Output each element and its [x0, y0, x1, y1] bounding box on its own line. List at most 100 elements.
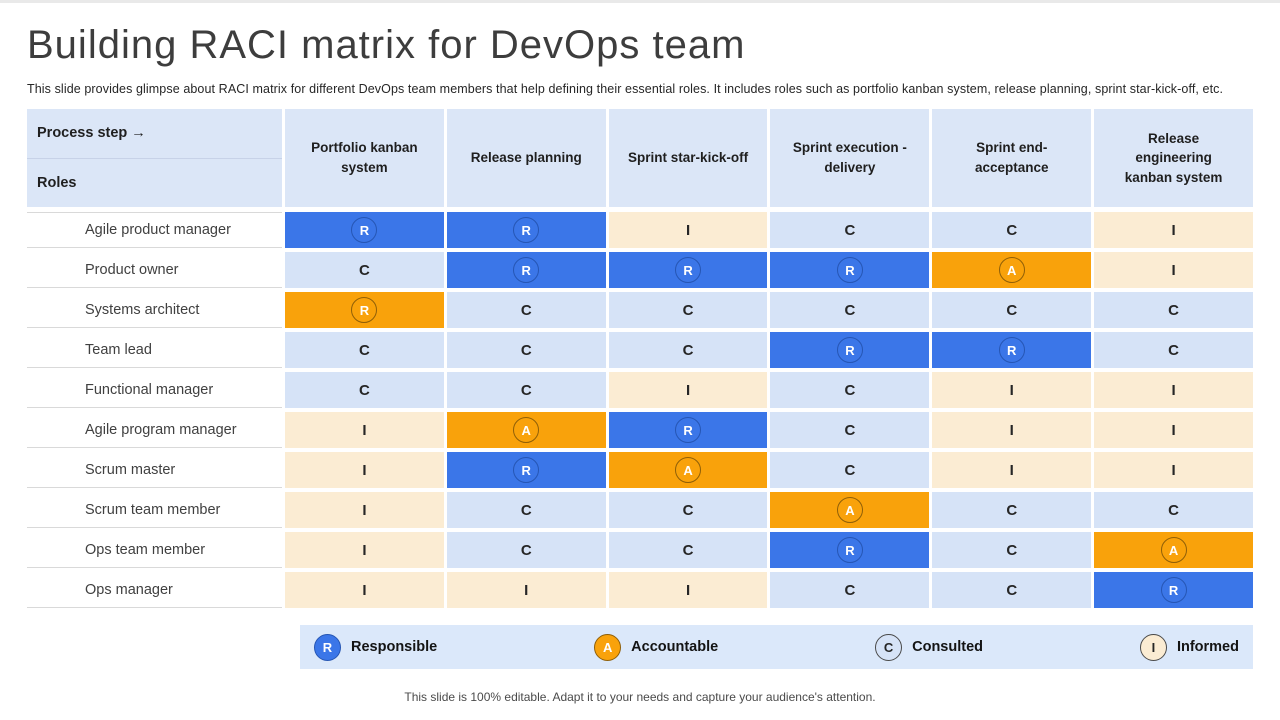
raci-cell: I [285, 572, 444, 608]
table-row: Scrum team member I C C A C C [27, 492, 1253, 528]
raci-cell: I [1094, 372, 1253, 408]
raci-cell: A [1094, 532, 1253, 568]
raci-cell: C [446, 492, 606, 528]
legend-item: R Responsible [314, 633, 438, 661]
role-cell: Ops team member [27, 532, 282, 568]
raci-cell: I [608, 372, 768, 408]
column-header: Sprint execution - delivery [770, 109, 930, 207]
process-step-label: Process step → [27, 109, 282, 159]
column-header: Sprint star-kick-off [608, 109, 768, 207]
raci-cell: R [770, 252, 930, 288]
raci-cell: C [770, 412, 930, 448]
legend-letter-badge: A [594, 633, 622, 661]
raci-cell: I [1094, 452, 1253, 488]
raci-cell: A [608, 452, 768, 488]
legend-label: Responsible [351, 639, 438, 655]
raci-cell: C [770, 452, 930, 488]
role-cell: Agile program manager [27, 412, 282, 448]
table-body: Agile product manager R R I C C I Produc… [27, 212, 1253, 608]
raci-cell: C [608, 292, 768, 328]
legend-letter-badge: R [314, 633, 341, 661]
roles-label: Roles [37, 174, 77, 191]
role-cell: Scrum master [27, 452, 282, 488]
raci-cell: I [285, 492, 444, 528]
table-row: Team lead C C C R R C [27, 332, 1253, 368]
role-cell: Functional manager [27, 372, 282, 408]
raci-cell: I [1094, 412, 1253, 448]
table-row: Ops manager I I I C C R [27, 572, 1253, 608]
raci-cell: I [446, 572, 606, 608]
raci-letter-badge: R [998, 337, 1025, 363]
table-row: Product owner C R R R A I [27, 252, 1253, 288]
legend-label: Informed [1176, 639, 1239, 655]
raci-cell: C [608, 532, 768, 568]
legend-letter-badge: C [875, 633, 903, 661]
raci-cell: A [446, 412, 606, 448]
raci-cell: C [285, 372, 444, 408]
raci-cell: C [608, 332, 768, 368]
raci-cell: C [770, 372, 930, 408]
column-header: Release planning [446, 109, 606, 207]
raci-cell: C [285, 252, 444, 288]
legend-letter-badge: I [1139, 633, 1167, 661]
raci-cell: R [446, 212, 606, 248]
role-cell: Scrum team member [27, 492, 282, 528]
raci-cell: C [1094, 332, 1253, 368]
slide-subtitle: This slide provides glimpse about RACI m… [27, 82, 1224, 96]
raci-cell: A [770, 492, 930, 528]
raci-cell: C [932, 292, 1092, 328]
raci-letter-badge: A [675, 457, 702, 483]
role-cell: Ops manager [27, 572, 282, 608]
raci-letter-badge: R [513, 257, 540, 283]
raci-letter-badge: A [836, 497, 863, 523]
column-header: Sprint end-acceptance [932, 109, 1092, 207]
raci-cell: C [932, 212, 1092, 248]
raci-cell: R [608, 252, 768, 288]
footer-note: This slide is 100% editable. Adapt it to… [404, 690, 876, 704]
raci-cell: R [446, 452, 606, 488]
raci-letter-badge: R [513, 457, 540, 483]
raci-cell: I [608, 572, 768, 608]
legend-item: C Consulted [875, 633, 983, 661]
raci-cell: I [285, 532, 444, 568]
raci-letter-badge: R [675, 417, 702, 443]
raci-cell: R [608, 412, 768, 448]
table-header-row: Process step → Roles Portfolio kanban sy… [27, 109, 1253, 207]
raci-cell: C [446, 372, 606, 408]
raci-cell: R [285, 212, 444, 248]
raci-cell: C [770, 292, 930, 328]
raci-letter-badge: R [836, 257, 863, 283]
raci-cell: C [770, 212, 930, 248]
raci-cell: I [1094, 252, 1253, 288]
table-row: Ops team member I C C R C A [27, 532, 1253, 568]
raci-cell: R [285, 292, 444, 328]
slide: Building RACI matrix for DevOps team Thi… [0, 23, 1280, 704]
table-row: Agile program manager I A R C I I [27, 412, 1253, 448]
raci-letter-badge: A [513, 417, 540, 443]
raci-cell: C [932, 572, 1092, 608]
legend-item: A Accountable [594, 633, 719, 661]
raci-cell: A [932, 252, 1092, 288]
raci-letter-badge: R [675, 257, 702, 283]
legend-label: Accountable [631, 639, 719, 655]
raci-letter-badge: R [351, 217, 378, 243]
raci-cell: C [770, 572, 930, 608]
corner-header-cell: Process step → Roles [27, 109, 282, 207]
raci-letter-badge: A [1160, 537, 1187, 563]
raci-cell: R [932, 332, 1092, 368]
raci-cell: C [1094, 292, 1253, 328]
raci-cell: I [285, 452, 444, 488]
slide-top-edge [0, 0, 1280, 3]
raci-cell: I [932, 372, 1092, 408]
raci-letter-badge: R [836, 537, 863, 563]
role-cell: Team lead [27, 332, 282, 368]
column-header: Portfolio kanban system [285, 109, 444, 207]
raci-cell: R [1094, 572, 1253, 608]
table-row: Scrum master I R A C I I [27, 452, 1253, 488]
raci-matrix-table: Process step → Roles Portfolio kanban sy… [27, 109, 1253, 608]
raci-letter-badge: R [513, 217, 540, 243]
role-cell: Agile product manager [27, 212, 282, 248]
raci-cell: C [932, 492, 1092, 528]
raci-cell: C [285, 332, 444, 368]
table-row: Systems architect R C C C C C [27, 292, 1253, 328]
